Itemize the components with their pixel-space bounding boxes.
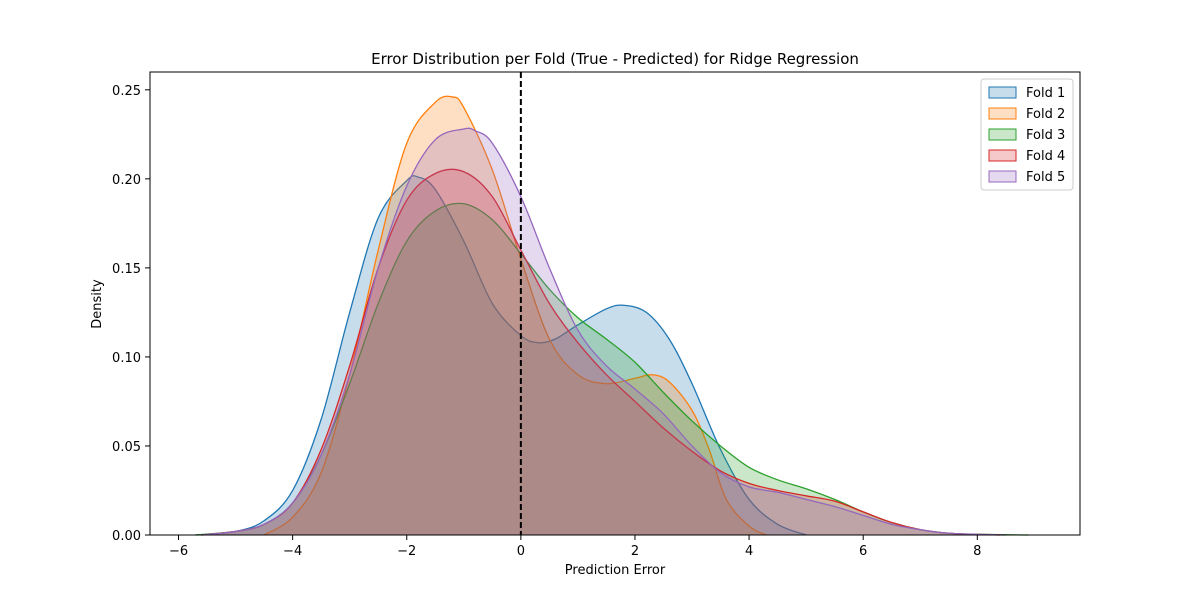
chart-title: Error Distribution per Fold (True - Pred… <box>371 50 859 68</box>
y-tick-label: 0.05 <box>112 440 141 455</box>
y-tick-label: 0.20 <box>112 173 141 188</box>
legend-label-fold-1: Fold 1 <box>1026 86 1065 101</box>
legend: Fold 1 Fold 2 Fold 3 Fold 4 Fold 5 <box>980 78 1074 191</box>
fold-3-area <box>195 203 1029 535</box>
x-axis-label: Prediction Error <box>565 563 666 578</box>
y-tick-label: 0.00 <box>112 529 141 544</box>
x-tick-label: −4 <box>283 544 302 559</box>
fold-1-area <box>195 175 807 535</box>
legend-label-fold-2: Fold 2 <box>1026 107 1065 122</box>
fold-2-area <box>264 96 767 536</box>
legend-swatch-fold-5 <box>988 170 1017 183</box>
y-axis-label: Density <box>90 279 105 329</box>
x-tick-label: −6 <box>169 544 188 559</box>
y-tick-label: 0.10 <box>112 351 141 366</box>
legend-label-fold-4: Fold 4 <box>1026 149 1065 164</box>
fold-5-area <box>201 128 1006 536</box>
fold-4-line <box>201 168 1001 536</box>
fold-5-line <box>201 127 1006 536</box>
legend-swatch-fold-1 <box>988 86 1017 99</box>
x-tick-label: 4 <box>745 544 753 559</box>
legend-swatch-fold-3 <box>988 128 1017 141</box>
x-tick-label: 6 <box>859 544 867 559</box>
legend-label-fold-5: Fold 5 <box>1026 170 1065 185</box>
x-tick-label: 0 <box>517 544 525 559</box>
legend-box <box>980 78 1074 191</box>
plot-area <box>195 72 1029 536</box>
fold-4-area <box>201 169 1001 535</box>
y-tick-label: 0.25 <box>112 84 141 99</box>
x-tick-label: 2 <box>631 544 639 559</box>
fold-2-line <box>263 95 767 536</box>
axes: −6 −4 −2 0 2 4 6 8 0.00 0.05 0.10 0.15 0.20 0.25 <box>112 71 1081 559</box>
y-tick-label: 0.15 <box>112 262 141 277</box>
x-tick-label: −2 <box>397 544 416 559</box>
legend-label-fold-3: Fold 3 <box>1026 128 1065 143</box>
legend-swatch-fold-2 <box>988 107 1017 120</box>
legend-swatch-fold-4 <box>988 149 1017 162</box>
axes-frame <box>149 71 1081 536</box>
fold-1-line <box>195 175 807 536</box>
x-tick-label: 8 <box>973 544 981 559</box>
